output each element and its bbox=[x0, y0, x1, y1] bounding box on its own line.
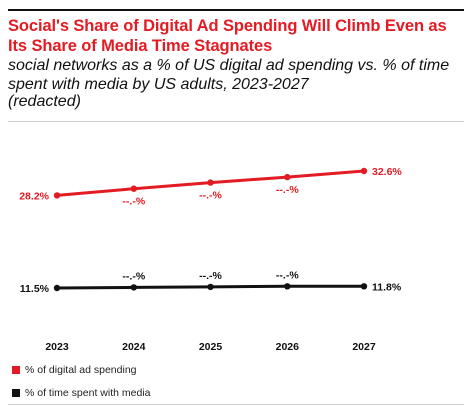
data-point-digital-ad-spending-2023 bbox=[53, 192, 61, 199]
data-label-time-spent-with-media-2027: 11.8% bbox=[372, 281, 402, 293]
legend-label-time-spent-with-media: % of time spent with media bbox=[25, 386, 151, 399]
legend-label-digital-ad-spending: % of digital ad spending bbox=[25, 363, 137, 376]
data-label-digital-ad-spending-2023: 28.2% bbox=[19, 190, 49, 202]
data-point-time-spent-with-media-2025 bbox=[207, 283, 214, 291]
data-point-digital-ad-spending-2026 bbox=[284, 173, 291, 181]
data-label-digital-ad-spending-2024: --.-% bbox=[122, 196, 145, 208]
data-point-digital-ad-spending-2027 bbox=[360, 167, 368, 175]
legend-swatch-digital-ad-spending bbox=[12, 365, 20, 374]
data-point-digital-ad-spending-2024 bbox=[130, 185, 137, 192]
x-axis-tick-2027: 2027 bbox=[352, 341, 376, 353]
x-axis-tick-2025: 2025 bbox=[199, 341, 223, 353]
chart-subtitle-note: (redacted) bbox=[8, 93, 81, 110]
data-label-digital-ad-spending-2025: --.-% bbox=[199, 190, 222, 202]
data-label-time-spent-with-media-2023: 11.5% bbox=[20, 283, 50, 295]
data-point-time-spent-with-media-2027 bbox=[360, 283, 368, 290]
x-axis-tick-2023: 2023 bbox=[45, 341, 69, 353]
x-axis-tick-2024: 2024 bbox=[122, 341, 146, 353]
series-line-digital-ad-spending bbox=[55, 169, 366, 197]
series-line-time-spent-with-media bbox=[55, 284, 366, 290]
data-label-time-spent-with-media-2025: --.-% bbox=[199, 270, 222, 282]
data-point-time-spent-with-media-2024 bbox=[130, 284, 137, 291]
legend-item-time-spent-with-media: % of time spent with media bbox=[12, 386, 150, 399]
top-rule bbox=[8, 9, 464, 11]
data-point-time-spent-with-media-2026 bbox=[284, 283, 291, 290]
chart-legend: % of digital ad spending % of time spent… bbox=[12, 363, 150, 409]
legend-swatch-time-spent-with-media bbox=[12, 388, 20, 397]
data-point-time-spent-with-media-2023 bbox=[53, 284, 61, 292]
x-axis-tick-2026: 2026 bbox=[276, 341, 300, 353]
chart-title: Social's Share of Digital Ad Spending Wi… bbox=[8, 17, 447, 55]
data-label-time-spent-with-media-2026: --.-% bbox=[276, 269, 299, 281]
data-label-digital-ad-spending-2027: 32.6% bbox=[372, 166, 402, 178]
bottom-rule bbox=[8, 404, 464, 405]
header-divider bbox=[8, 121, 464, 122]
data-label-time-spent-with-media-2024: --.-% bbox=[122, 270, 145, 282]
chart-subtitle: social networks as a % of US digital ad … bbox=[8, 57, 450, 93]
data-label-digital-ad-spending-2026: --.-% bbox=[276, 184, 299, 196]
legend-item-digital-ad-spending: % of digital ad spending bbox=[12, 363, 150, 376]
data-point-digital-ad-spending-2025 bbox=[207, 179, 214, 186]
